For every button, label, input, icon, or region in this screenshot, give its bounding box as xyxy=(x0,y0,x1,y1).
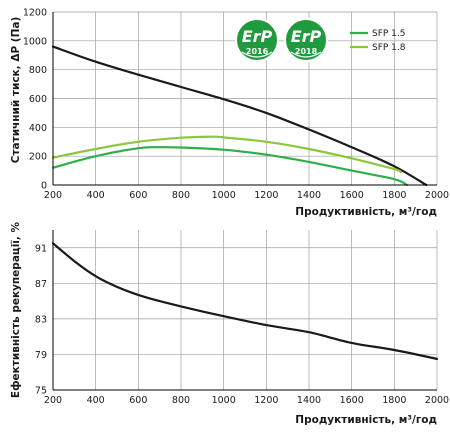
top-y-tick-label: 200 xyxy=(29,152,47,163)
erp-2016-badge-year: 2016 xyxy=(246,47,269,56)
pressure-chart-ticks: 200 400 600 800 1000 1200 1400 1600 1800 20000200… xyxy=(23,8,449,202)
bot-y-tick-label: 79 xyxy=(35,350,47,361)
erp-2016-badge-icon: ErP 2016 xyxy=(235,18,279,62)
bot-series-line-efficiency xyxy=(51,242,439,360)
bot-x-tick-label: 2000 xyxy=(425,395,449,406)
erp-2018-badge-year: 2018 xyxy=(295,47,318,56)
top-y-tick-label: 1200 xyxy=(23,8,47,19)
top-series-line-pressure xyxy=(51,45,428,187)
top-x-tick-label: 1600 xyxy=(340,190,364,201)
bot-x-tick-label: 400 xyxy=(87,395,105,406)
bot-y-tick-label: 87 xyxy=(35,279,47,290)
pressure-chart-axes xyxy=(52,12,437,186)
bot-x-tick-label: 1000 xyxy=(212,395,236,406)
bot-x-tick-label: 1400 xyxy=(297,395,321,406)
top-y-tick-label: 1000 xyxy=(23,36,47,47)
top-x-tick-label: 1800 xyxy=(382,190,406,201)
pressure-chart-legend: SFP 1.5 SFP 1.8 xyxy=(350,29,406,53)
bot-y-tick-label: 75 xyxy=(35,386,47,397)
legend-label-sfp-15: SFP 1.5 xyxy=(372,29,406,39)
bot-x-tick-label: 800 xyxy=(172,395,190,406)
top-y-tick-label: 0 xyxy=(41,181,47,192)
pressure-chart-y-axis-label: Статичний тиск, ΔP (Па) xyxy=(10,17,22,164)
top-x-tick-label: 1400 xyxy=(297,190,321,201)
efficiency-chart-axes xyxy=(52,230,437,391)
top-y-tick-label: 800 xyxy=(29,65,47,76)
bot-x-tick-label: 200 xyxy=(44,395,62,406)
top-x-tick-label: 600 xyxy=(129,190,147,201)
bot-x-tick-label: 1600 xyxy=(340,395,364,406)
bot-x-tick-label: 1200 xyxy=(254,395,278,406)
efficiency-chart-y-axis-label: Ефективність рекуперації, % xyxy=(10,221,22,398)
efficiency-chart-ticks: 200 400 600 800 1000 1200 1400 1600 1800 2000 75 79… xyxy=(35,243,449,406)
top-x-tick-label: 2000 xyxy=(425,190,449,201)
bot-x-tick-label: 1800 xyxy=(382,395,406,406)
efficiency-chart: 200 400 600 800 1000 1200 1400 1600 1800 2000 75 79… xyxy=(10,221,449,426)
erp-2018-badge-icon: ErP 2018 xyxy=(284,18,328,62)
top-x-tick-label: 1200 xyxy=(254,190,278,201)
top-series-line-sfp-1-8 xyxy=(51,135,402,174)
bot-y-tick-label: 83 xyxy=(35,314,47,325)
erp-2016-badge-word: ErP xyxy=(242,27,273,46)
pressure-chart: 200 400 600 800 1000 1200 1400 1600 1800 20000200… xyxy=(10,8,449,219)
top-x-tick-label: 800 xyxy=(172,190,190,201)
top-series-line-sfp-1-5 xyxy=(51,146,409,187)
pressure-chart-x-axis-label: Продуктивність, м³/год xyxy=(295,206,437,218)
top-x-tick-label: 1000 xyxy=(212,190,236,201)
top-x-tick-label: 200 xyxy=(44,190,62,201)
top-x-tick-label: 400 xyxy=(87,190,105,201)
top-y-tick-label: 600 xyxy=(29,94,47,105)
bot-y-tick-label: 91 xyxy=(35,243,47,254)
bot-x-tick-label: 600 xyxy=(129,395,147,406)
efficiency-chart-series xyxy=(51,242,439,360)
legend-label-sfp-18: SFP 1.8 xyxy=(372,43,406,53)
efficiency-chart-x-axis-label: Продуктивність, м³/год xyxy=(295,414,437,426)
efficiency-chart-grid xyxy=(52,230,438,391)
erp-2018-badge-word: ErP xyxy=(291,27,322,46)
top-y-tick-label: 400 xyxy=(29,123,47,134)
pressure-chart-series xyxy=(51,45,428,187)
